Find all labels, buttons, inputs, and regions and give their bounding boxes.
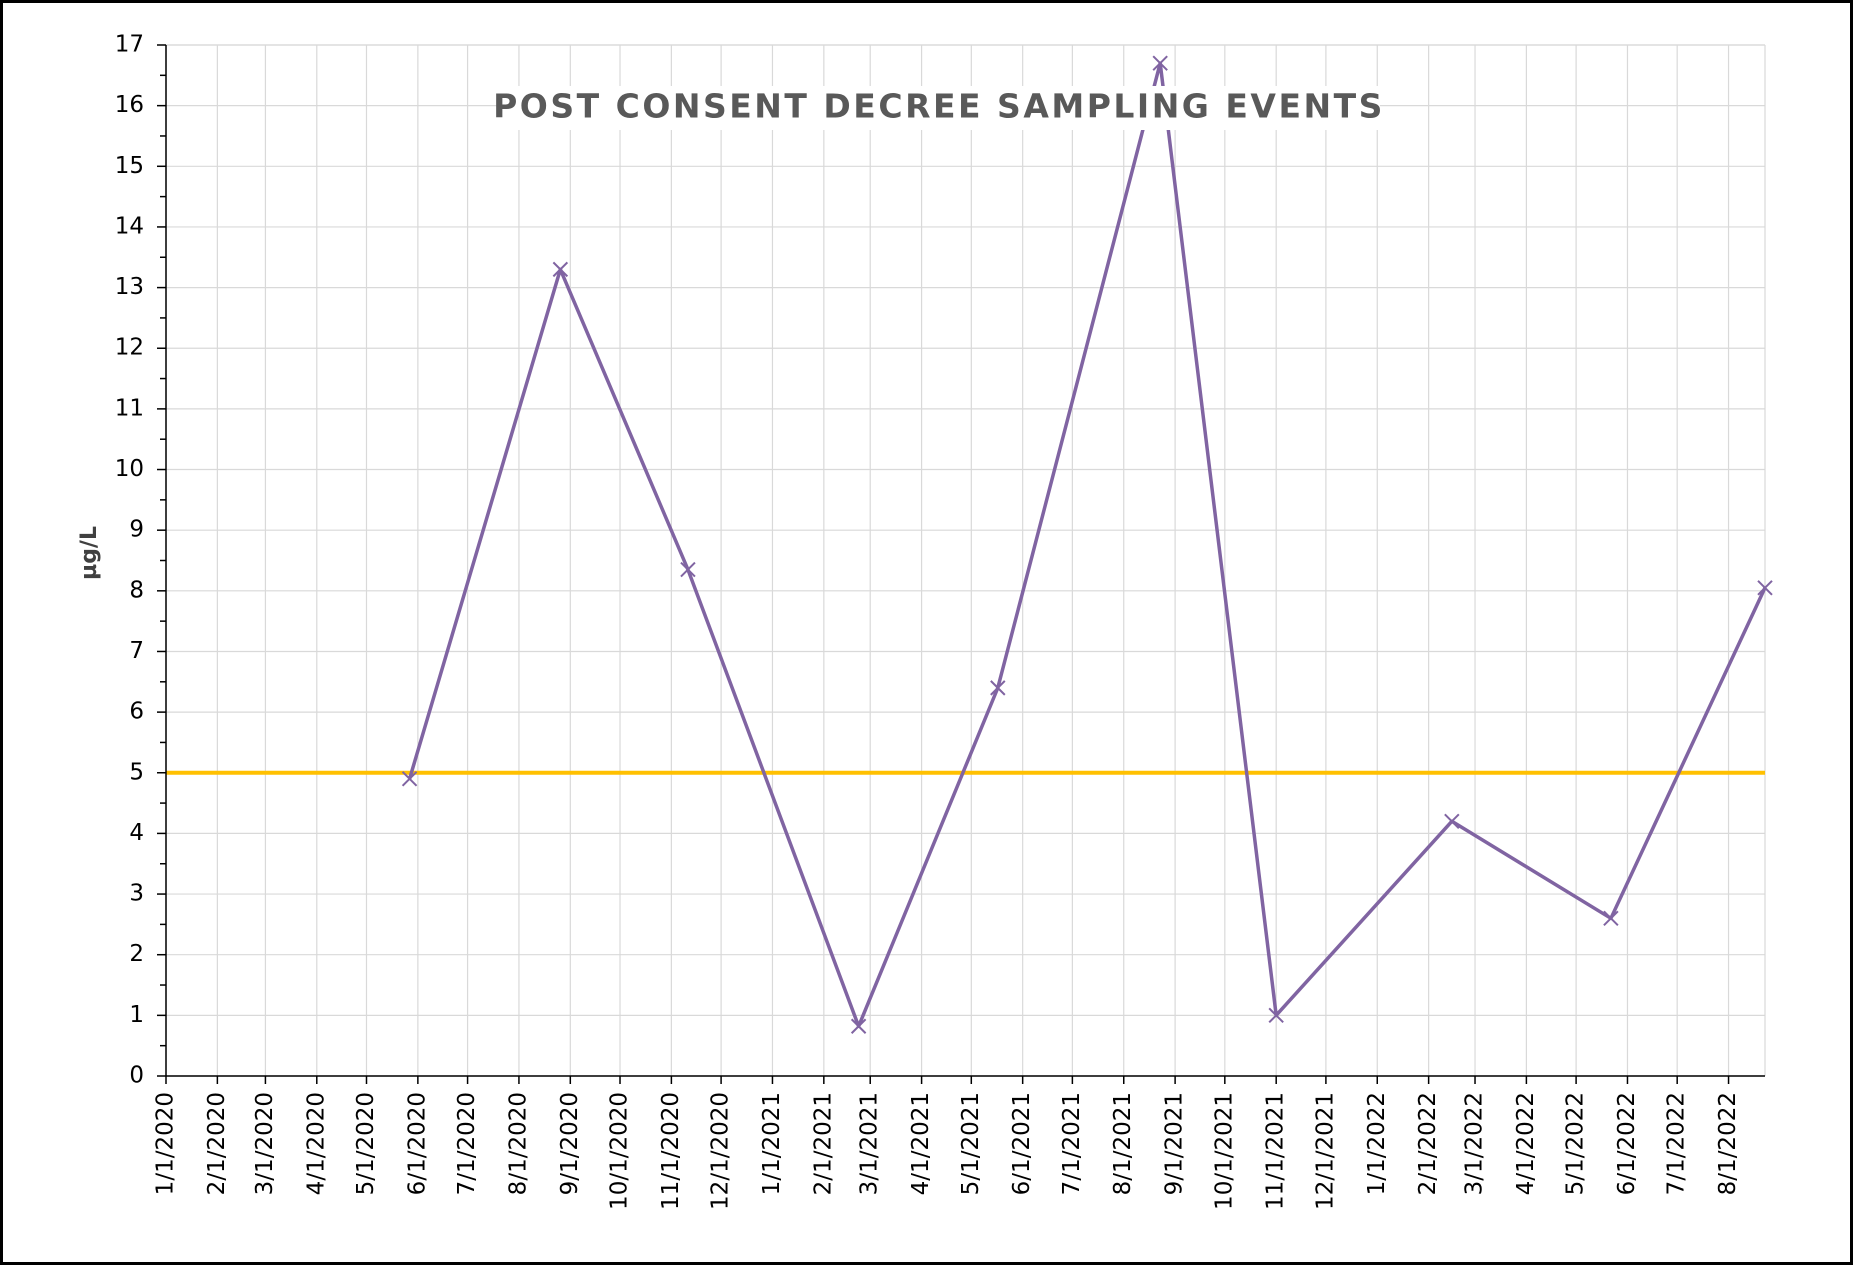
x-tick-label: 7/1/2021 [1059,1092,1085,1195]
x-tick-label: 4/1/2022 [1513,1092,1539,1195]
x-tick-label: 11/1/2020 [658,1092,684,1210]
data-marker [1444,813,1460,829]
y-tick-label: 6 [129,699,144,725]
data-marker [552,261,569,278]
x-tick-label: 2/1/2022 [1415,1092,1441,1195]
title-background [498,86,1380,130]
y-tick-label: 13 [115,274,144,300]
x-tick-label: 8/1/2020 [505,1092,531,1195]
x-tick-label: 6/1/2022 [1614,1092,1640,1195]
y-tick-label: 14 [115,213,144,239]
y-tick-label: 11 [115,395,144,421]
y-tick-label: 7 [129,638,144,664]
y-tick-label: 3 [129,881,144,907]
y-tick-label: 0 [129,1063,144,1089]
x-tick-label: 8/1/2021 [1110,1092,1136,1195]
x-tick-label: 3/1/2020 [252,1092,278,1195]
x-tick-label: 5/1/2021 [958,1092,984,1195]
data-marker [1603,910,1619,927]
x-tick-label: 2/1/2020 [204,1092,230,1195]
y-tick-label: 12 [115,335,144,361]
x-tick-label: 9/1/2020 [557,1092,583,1195]
y-tick-label: 16 [115,92,144,118]
y-tick-label: 8 [129,577,144,603]
data-marker [1268,1007,1284,1024]
x-tick-label: 3/1/2022 [1462,1092,1488,1195]
data-marker [1152,55,1168,71]
y-tick-label: 1 [129,1002,144,1028]
data-marker [990,680,1006,696]
x-tick-label: 7/1/2022 [1664,1092,1690,1195]
chart-title: POST CONSENT DECREE SAMPLING EVENTS [493,87,1385,126]
x-tick-label: 10/1/2020 [607,1092,633,1210]
x-tick-label: 5/1/2022 [1563,1092,1589,1195]
plot-area [166,55,1773,1034]
data-marker [1757,580,1773,596]
x-tick-label: 1/1/2022 [1364,1092,1390,1195]
x-tick-label: 11/1/2021 [1263,1092,1289,1210]
data-marker [680,561,696,578]
y-axis-label: µg/L [77,526,102,580]
x-tick-label: 6/1/2020 [404,1092,430,1195]
y-tick-label: 15 [115,153,144,179]
x-tick-label: 12/1/2021 [1312,1092,1338,1210]
x-tick-label: 7/1/2020 [454,1092,480,1195]
x-tick-label: 10/1/2021 [1211,1092,1237,1210]
data-marker [850,1018,867,1034]
data-line [407,61,1767,1029]
x-tick-label: 1/1/2021 [759,1092,785,1195]
x-tick-label: 1/1/2020 [153,1092,179,1195]
y-tick-label: 2 [129,941,144,967]
y-tick-label: 9 [129,517,144,543]
x-tick-label: 8/1/2022 [1715,1092,1741,1195]
y-tick-label: 5 [129,759,144,785]
x-tick-label: 3/1/2021 [857,1092,883,1195]
x-tick-label: 4/1/2021 [908,1092,934,1195]
x-tick-label: 5/1/2020 [353,1092,379,1195]
y-tick-label: 4 [129,820,144,846]
data-marker [401,771,418,787]
x-tick-label: 9/1/2021 [1162,1092,1188,1195]
y-tick-label: 17 [115,32,144,58]
y-tick-label: 10 [115,456,144,482]
x-tick-label: 6/1/2021 [1009,1092,1035,1195]
x-tick-label: 2/1/2021 [810,1092,836,1195]
x-tick-label: 12/1/2020 [708,1092,734,1210]
x-tick-label: 4/1/2020 [303,1092,329,1195]
